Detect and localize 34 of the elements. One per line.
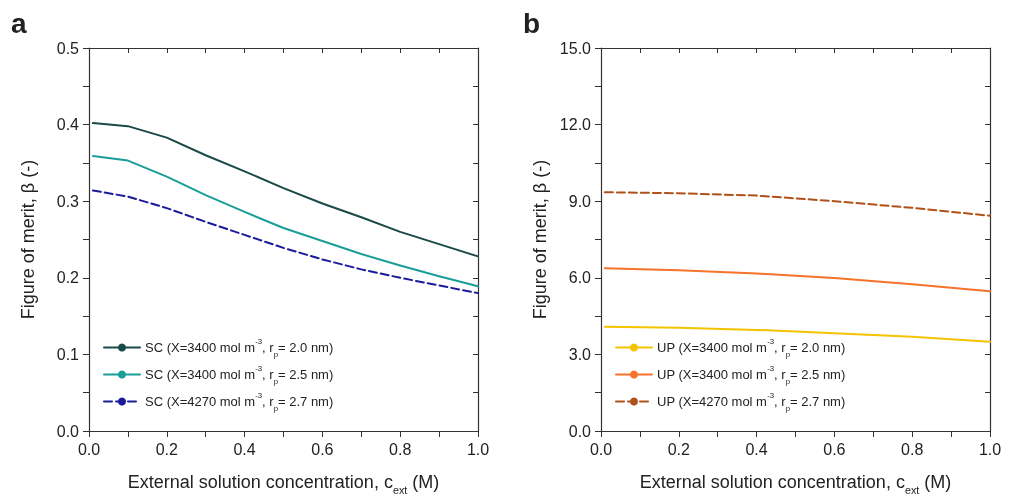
- x-tick-label: 0.6: [311, 440, 334, 458]
- x-tick-label: 1.0: [466, 440, 490, 458]
- x-tick-label: 0.0: [77, 440, 101, 458]
- x-tick-label: 0.8: [389, 440, 412, 458]
- x-tick-label: 0.2: [667, 440, 691, 458]
- x-tick-label: 0.4: [745, 440, 768, 458]
- chart-title: a: [11, 7, 27, 39]
- line-series: [91, 189, 479, 295]
- x-tick-label: 1.0: [978, 440, 1002, 458]
- y-tick-label: 0.2: [56, 269, 80, 287]
- y-tick-label: 0.4: [56, 116, 80, 134]
- x-tick-label: 0.8: [901, 440, 924, 458]
- y-tick-label: 0.0: [56, 422, 80, 440]
- y-tick-label: 0.5: [56, 39, 80, 57]
- x-tick-label: 0.0: [589, 440, 613, 458]
- y-tick-label: 0.3: [56, 192, 80, 210]
- y-tick-label: 0.0: [568, 422, 592, 440]
- x-tick-label: 0.2: [155, 440, 179, 458]
- chart-title: b: [523, 7, 541, 39]
- y-axis-title: Figure of merit, β (-): [18, 159, 38, 320]
- x-tick-label: 0.6: [823, 440, 846, 458]
- y-tick-label: 6.0: [568, 269, 592, 287]
- y-tick-label: 15.0: [559, 39, 592, 57]
- y-tick-label: 3.0: [568, 345, 592, 363]
- y-tick-label: 9.0: [568, 192, 592, 210]
- y-tick-label: 12.0: [559, 116, 592, 134]
- y-axis-title: Figure of merit, β (-): [529, 159, 550, 320]
- x-tick-label: 0.4: [233, 440, 256, 458]
- line-series: [603, 191, 991, 217]
- line-series: [603, 325, 991, 343]
- line-series: [91, 122, 479, 258]
- line-series: [91, 155, 479, 288]
- y-tick-label: 0.1: [56, 345, 80, 363]
- line-series: [603, 267, 991, 293]
